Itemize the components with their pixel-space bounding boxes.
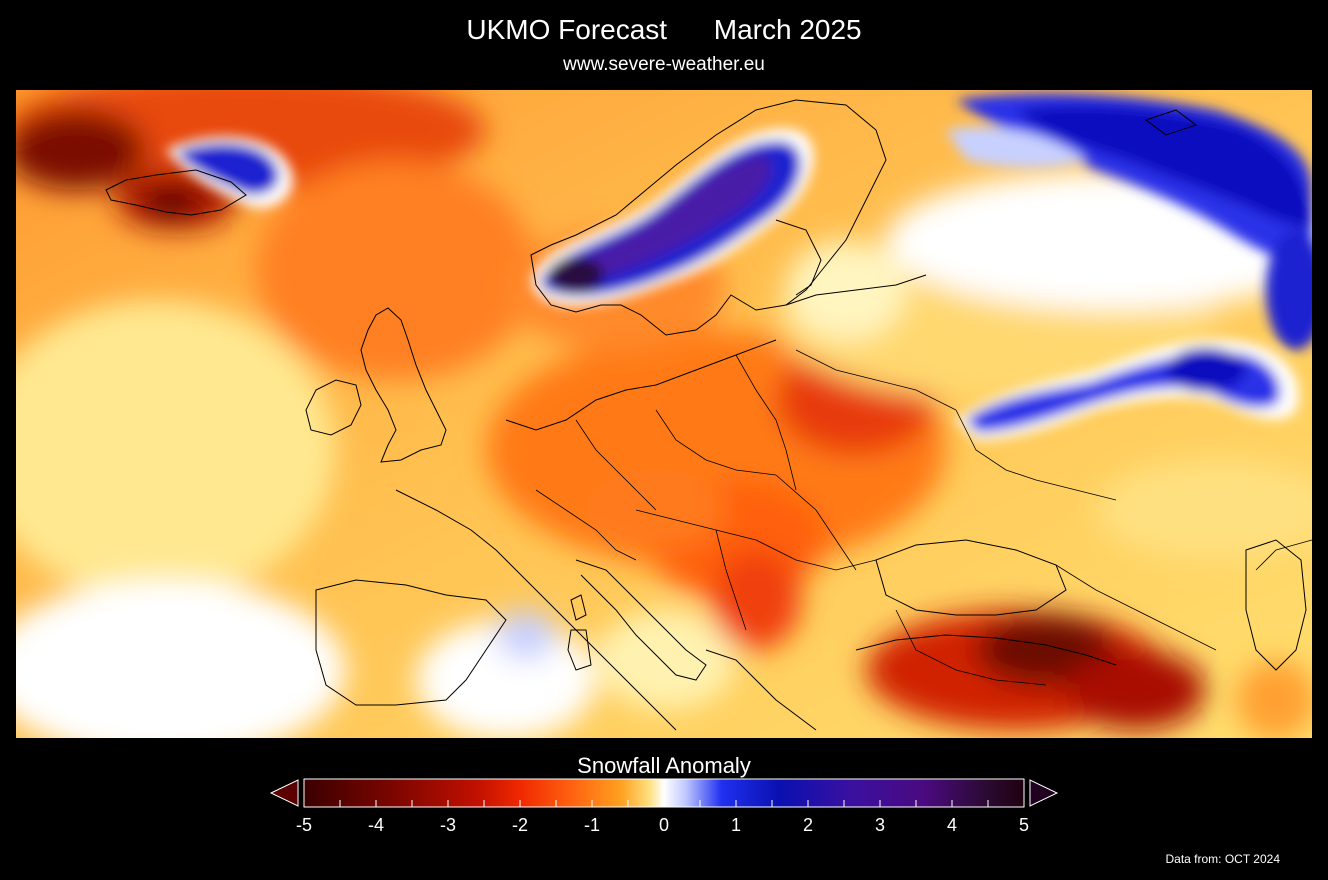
website-subtitle: www.severe-weather.eu: [563, 54, 765, 75]
map-title: UKMO Forecast March 2025: [466, 14, 862, 45]
data-source-note: Data from: OCT 2024: [1165, 852, 1281, 866]
colorbar-min-arrow: [269, 779, 299, 807]
snowfall-anomaly-map: [16, 90, 1312, 738]
colorbar-tick-label: -1: [583, 815, 600, 835]
colorbar-tick-label: 5: [1018, 815, 1029, 835]
colorbar-tick-label: 2: [802, 815, 813, 835]
colorbar-tick-label: 4: [946, 815, 957, 835]
colorbar-max-arrow: [1029, 779, 1059, 807]
colorbar-tick-label: 0: [658, 815, 669, 835]
colorbar-tick-label: -5: [295, 815, 312, 835]
colorbar: [268, 778, 1060, 808]
legend-title: Snowfall Anomaly: [577, 753, 751, 778]
anomaly-field: [16, 90, 1312, 738]
country-borders: [535, 349, 1312, 686]
colorbar-tick-label: 3: [874, 815, 885, 835]
colorbar-tick-label: -3: [439, 815, 456, 835]
colorbar-tick-label: -4: [367, 815, 384, 835]
colorbar-tick-label: -2: [511, 815, 528, 835]
coastlines: [105, 99, 1307, 731]
colorbar-tick-label: 1: [730, 815, 741, 835]
